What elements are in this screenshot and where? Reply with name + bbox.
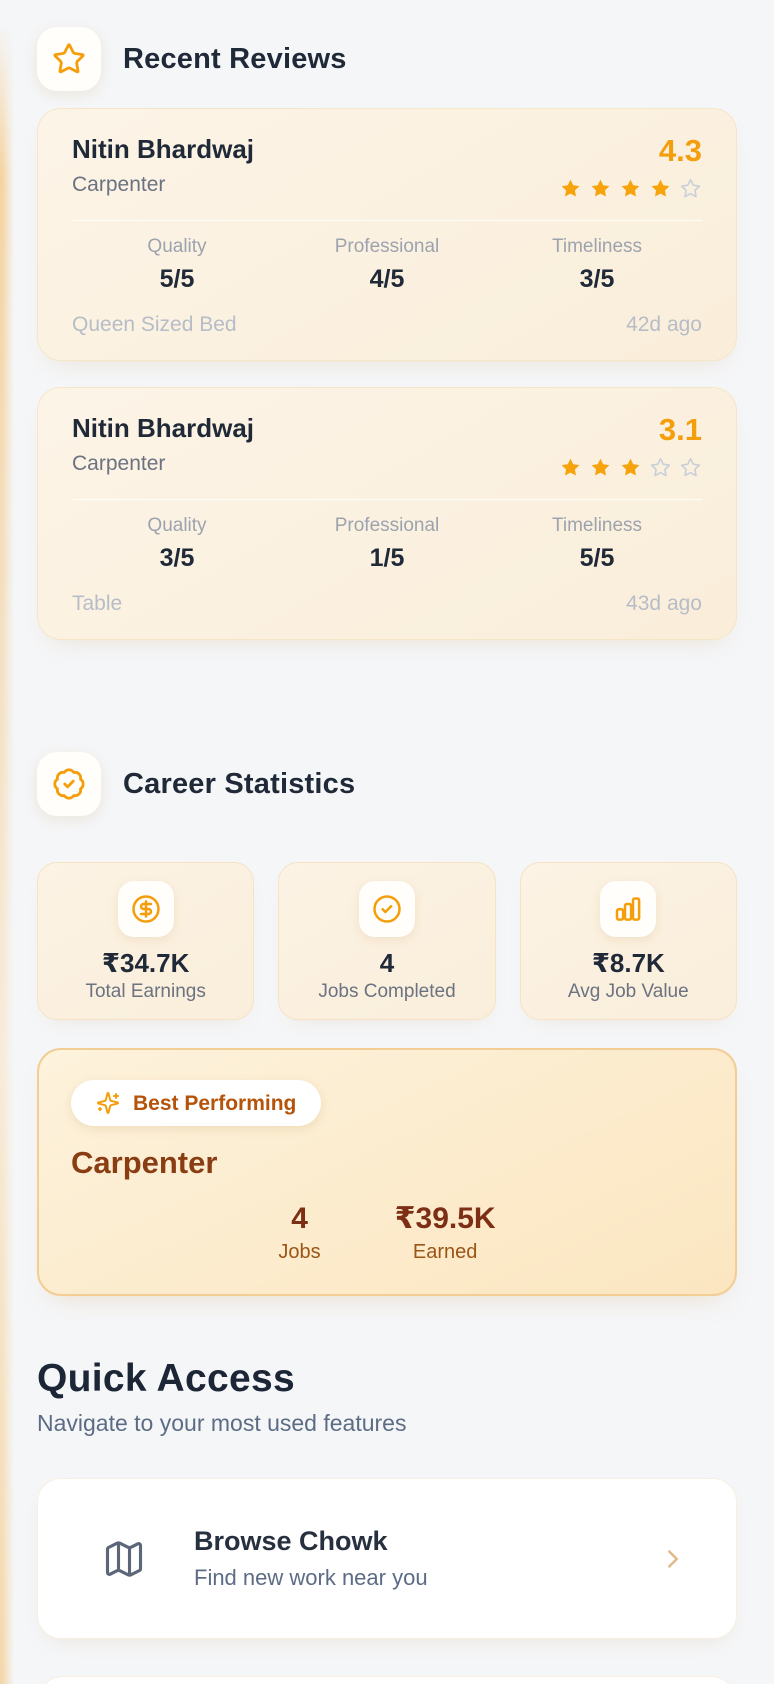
metric-quality: Quality 5/5 [72, 236, 282, 293]
metric-timeliness: Timeliness 3/5 [492, 236, 702, 293]
metric-professional: Professional 1/5 [282, 515, 492, 573]
review-card-header: Nitin Bhardwaj Carpenter 4.3 [72, 133, 702, 200]
browse-chowk-title: Browse Chowk [194, 1526, 388, 1557]
review-timestamp: 42d ago [626, 313, 702, 337]
rating-value: 3.1 [658, 412, 702, 448]
badge-check-icon [37, 752, 101, 817]
sparkles-icon [97, 1092, 120, 1115]
metric-value: 1/5 [369, 544, 405, 573]
bp-stat-label: Earned [412, 1241, 478, 1264]
chevron-right-icon [668, 1550, 678, 1568]
metric-label: Quality [147, 515, 207, 537]
recent-reviews-header: Recent Reviews [37, 27, 737, 91]
left-edge-glow [0, 28, 14, 1684]
metric-label: Professional [334, 515, 440, 537]
reviewer-name: Nitin Bhardwaj [72, 134, 255, 164]
stat-label: Jobs Completed [318, 981, 456, 1003]
star-filled-icon [651, 179, 670, 197]
review-metrics: Quality 5/5 Professional 4/5 Timeliness … [72, 236, 702, 293]
bp-stat-value: ₹39.5K [394, 1202, 496, 1236]
reviewer-role: Carpenter [72, 452, 166, 476]
star-filled-icon [621, 458, 640, 476]
bp-stat-label: Jobs [278, 1241, 321, 1264]
star-filled-icon [591, 458, 610, 476]
best-performing-badge: Best Performing [71, 1080, 322, 1127]
metric-value: 3/5 [579, 264, 615, 293]
star-filled-icon [621, 179, 640, 197]
stat-card-jobs-completed: 4 Jobs Completed [278, 862, 496, 1021]
best-performing-category: Carpenter [71, 1145, 218, 1181]
best-performing-card: Best Performing Carpenter 4 Jobs ₹39.5K … [37, 1048, 737, 1297]
quick-access-title: Quick Access [37, 1357, 295, 1401]
review-timestamp: 43d ago [626, 592, 702, 616]
stat-value: ₹8.7K [591, 948, 665, 979]
star-filled-icon [561, 458, 580, 476]
section-title-career-statistics: Career Statistics [123, 767, 356, 800]
check-circle-icon [358, 881, 415, 938]
reviewer-name: Nitin Bhardwaj [72, 413, 255, 444]
star-empty-icon [680, 178, 701, 198]
star-filled-icon [561, 179, 580, 197]
stat-card-avg-job-value: ₹8.7K Avg Job Value [519, 862, 737, 1021]
stat-label: Total Earnings [85, 981, 206, 1003]
rupee-coin-icon [117, 881, 174, 938]
stat-label: Avg Job Value [567, 981, 689, 1003]
metric-value: 5/5 [579, 544, 615, 573]
star-rating [559, 177, 702, 200]
job-title: Table [72, 592, 123, 616]
reviewer-role: Carpenter [72, 172, 166, 196]
star-empty-icon [680, 458, 701, 477]
best-performing-earned: ₹39.5K Earned [394, 1202, 496, 1264]
section-title-recent-reviews: Recent Reviews [123, 42, 347, 75]
rating-value: 4.3 [658, 133, 702, 168]
metric-label: Timeliness [551, 515, 643, 537]
star-filled-icon [591, 179, 610, 197]
quick-access-subtitle: Navigate to your most used features [37, 1409, 407, 1436]
metric-value: 3/5 [159, 544, 195, 573]
career-statistics-section: Career Statistics ₹34.7K Total Earnings … [37, 752, 737, 1297]
best-performing-stats: 4 Jobs ₹39.5K Earned [71, 1202, 703, 1264]
divider [72, 220, 702, 221]
browse-chowk-text: Browse Chowk Find new work near you [194, 1527, 658, 1590]
divider [72, 499, 702, 501]
metric-label: Professional [334, 236, 440, 257]
review-card: Nitin Bhardwaj Carpenter 3.1 Quality 3/5… [37, 387, 737, 641]
bp-stat-value: 4 [291, 1202, 308, 1236]
metric-professional: Professional 4/5 [282, 236, 492, 293]
career-stats-row: ₹34.7K Total Earnings 4 Jobs Completed ₹… [37, 862, 737, 1021]
career-statistics-header: Career Statistics [37, 752, 737, 817]
browse-chowk-card[interactable]: Browse Chowk Find new work near you [37, 1478, 737, 1640]
bar-chart-icon [600, 881, 657, 938]
star-empty-icon [650, 458, 671, 477]
quick-access-item-partial[interactable] [37, 1676, 737, 1684]
metric-label: Quality [147, 236, 207, 257]
best-performing-jobs: 4 Jobs [278, 1202, 321, 1264]
review-card: Nitin Bhardwaj Carpenter 4.3 Quality 5/5… [37, 108, 737, 362]
metric-label: Timeliness [551, 236, 643, 257]
browse-chowk-subtitle: Find new work near you [194, 1565, 428, 1591]
metric-timeliness: Timeliness 5/5 [492, 515, 702, 573]
metric-value: 4/5 [369, 264, 405, 293]
review-card-header: Nitin Bhardwaj Carpenter 3.1 [72, 412, 702, 479]
stat-value: ₹34.7K [101, 948, 190, 979]
map-icon [105, 1541, 143, 1577]
review-card-footer: Table 43d ago [72, 592, 702, 615]
stat-value: 4 [379, 948, 395, 979]
metric-value: 5/5 [159, 264, 195, 293]
best-performing-badge-label: Best Performing [133, 1091, 297, 1115]
stat-card-total-earnings: ₹34.7K Total Earnings [37, 862, 255, 1021]
star-icon [37, 27, 101, 91]
review-metrics: Quality 3/5 Professional 1/5 Timeliness … [72, 515, 702, 573]
metric-quality: Quality 3/5 [72, 515, 282, 573]
star-rating [559, 456, 702, 479]
quick-access-section: Quick Access Navigate to your most used … [37, 1357, 737, 1684]
review-card-footer: Queen Sized Bed 42d ago [72, 313, 702, 336]
job-title: Queen Sized Bed [72, 313, 237, 337]
recent-reviews-section: Recent Reviews Nitin Bhardwaj Carpenter … [37, 27, 737, 641]
